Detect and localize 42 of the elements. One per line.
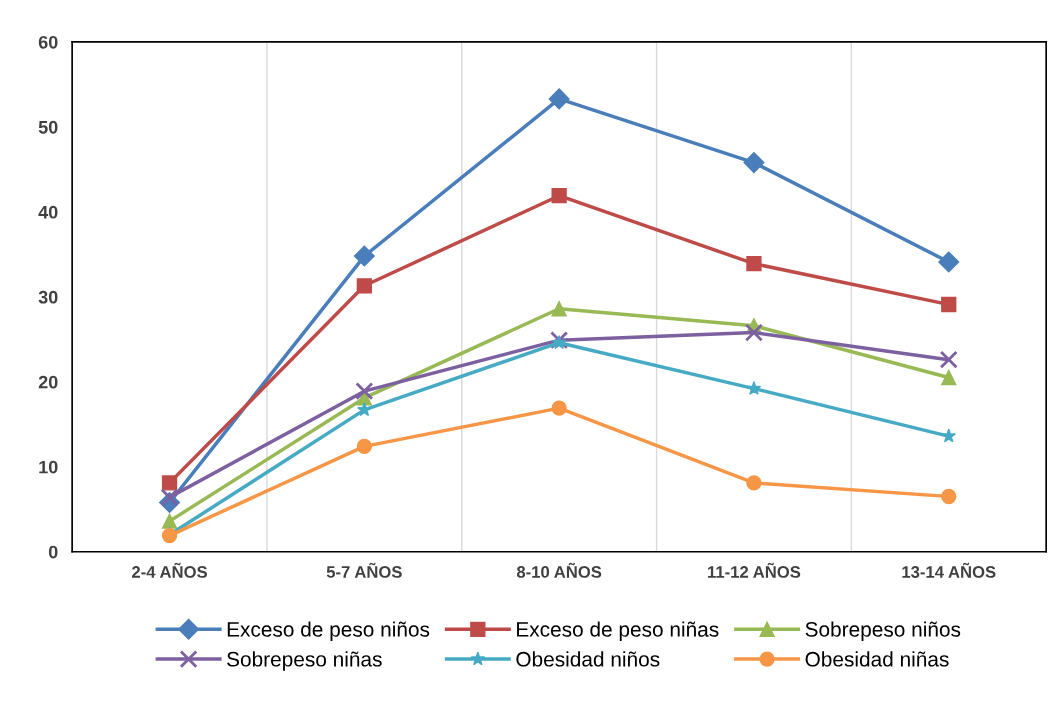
x-tick-label: 13-14 AÑOS	[902, 562, 996, 578]
legend-label: Sobrepeso niños	[805, 621, 961, 641]
point	[941, 369, 957, 386]
x-tick-label: 2-4 AÑOS	[132, 562, 208, 578]
point	[161, 513, 178, 529]
point	[551, 301, 567, 317]
point	[357, 402, 372, 417]
point	[551, 335, 567, 350]
point	[355, 382, 374, 401]
point	[938, 251, 960, 273]
point	[353, 245, 375, 267]
point	[548, 88, 570, 110]
point	[941, 428, 957, 443]
x-tick-label: 8-10 AÑOS	[516, 562, 602, 578]
legend-label: Exceso de peso niños	[227, 621, 430, 641]
y-tick-label: 20	[38, 375, 58, 389]
point	[356, 438, 372, 455]
legend-label: Obesidad niños	[516, 651, 660, 667]
y-tick-label: 10	[39, 460, 58, 474]
point	[941, 296, 957, 313]
point	[746, 256, 762, 272]
point	[743, 152, 765, 174]
x-tick-label: 11-12 AÑOS	[708, 562, 801, 578]
y-tick-label: 0	[48, 545, 58, 559]
point	[161, 475, 178, 491]
legend-label: Exceso de peso niñas	[517, 621, 719, 641]
point	[551, 188, 567, 204]
point	[160, 488, 179, 507]
y-tick-label: 60	[38, 35, 58, 49]
point	[939, 350, 958, 369]
x-tick-label: 5-7 AÑOS	[326, 562, 402, 578]
point	[746, 475, 762, 491]
legend-label: Obesidad niñas	[805, 651, 949, 667]
y-tick-label: 30	[38, 290, 58, 304]
legend-label: Sobrepeso niñas	[227, 651, 382, 671]
y-tick-label: 50	[38, 120, 58, 134]
point	[746, 380, 762, 395]
point	[356, 278, 372, 294]
point	[551, 400, 567, 416]
point	[941, 488, 957, 505]
point	[744, 323, 763, 342]
y-tick-label: 40	[38, 205, 58, 219]
